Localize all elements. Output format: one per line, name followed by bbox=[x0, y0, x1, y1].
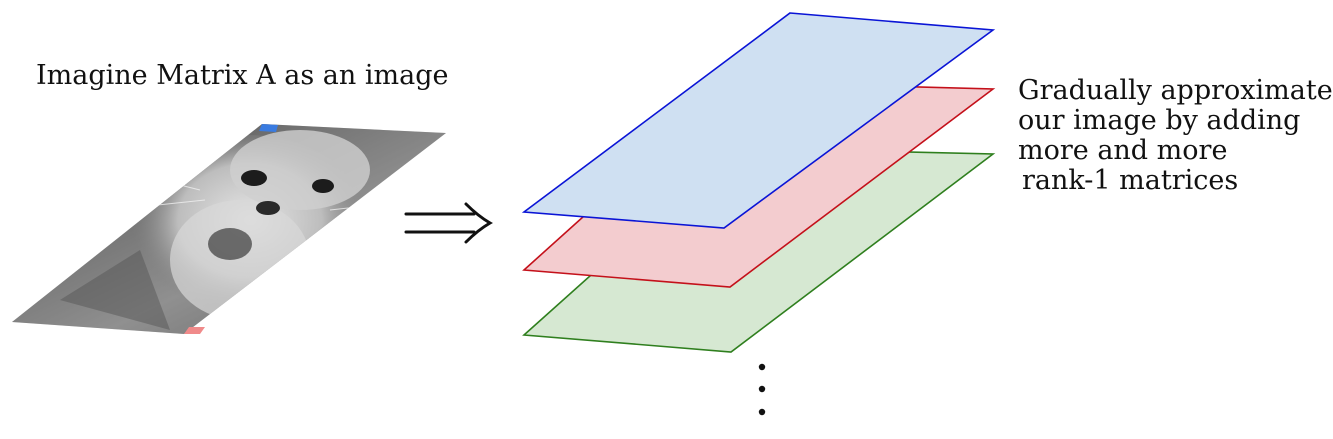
right-caption-line: rank-1 matrices bbox=[1022, 165, 1239, 196]
vertical-ellipsis-icon bbox=[758, 363, 766, 416]
rank1-layer-1 bbox=[521, 12, 996, 229]
matrix-image bbox=[12, 124, 446, 334]
right-caption-line: Gradually approximate bbox=[1018, 75, 1333, 106]
right-caption-line: more and more bbox=[1018, 135, 1228, 166]
implies-arrow-icon bbox=[404, 202, 493, 244]
bottom-marker bbox=[184, 327, 205, 334]
top-marker bbox=[259, 124, 278, 132]
left-caption: Imagine Matrix A as an image bbox=[36, 60, 449, 91]
right-caption-line: our image by adding bbox=[1018, 105, 1301, 136]
right-caption: Gradually approximate our image by addin… bbox=[1018, 76, 1333, 196]
